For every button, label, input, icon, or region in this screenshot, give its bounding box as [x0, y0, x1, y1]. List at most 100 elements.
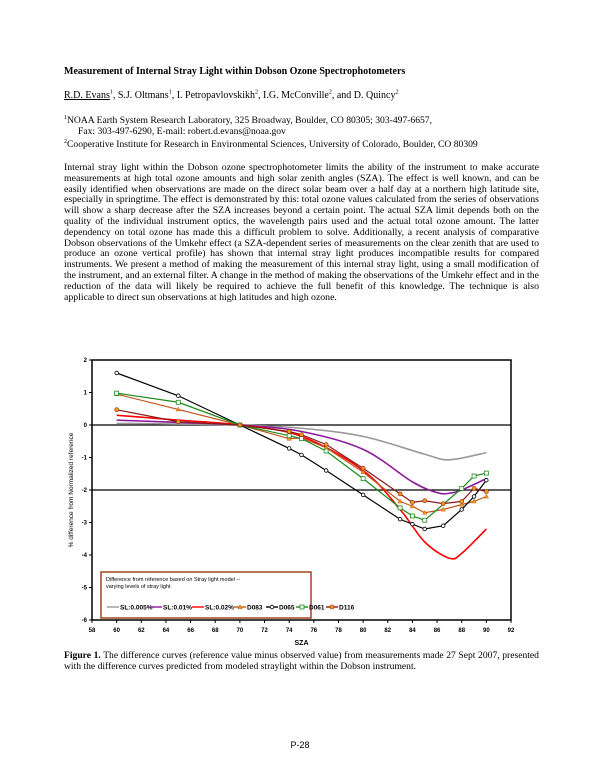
data-point-d083 [422, 509, 428, 515]
affiliation-1: 1NOAA Earth System Research Laboratory, … [64, 113, 478, 126]
x-tick-label: 82 [384, 628, 391, 634]
data-point-d116 [471, 486, 477, 491]
data-point-d116 [440, 501, 446, 506]
data-point-d116 [237, 422, 243, 428]
data-point-d065 [176, 393, 181, 398]
affiliation-sup: 2 [64, 139, 67, 146]
x-tick-label: 72 [261, 628, 268, 634]
data-point-d083 [409, 503, 416, 509]
data-point-d083 [286, 435, 292, 441]
y-tick-label: -5 [82, 586, 88, 592]
affiliation-2: 2Cooperative Institute for Research in E… [64, 137, 478, 150]
x-tick-label: 68 [212, 628, 219, 634]
x-tick-label: 78 [335, 628, 342, 634]
abstract-text: Internal stray light within the Dobson o… [64, 162, 539, 303]
legend-label-sl-0-01-: SL:0.01% [163, 605, 192, 612]
y-tick-label: 2 [84, 358, 88, 364]
x-axis-label: SZA [295, 640, 309, 647]
legend-label-d116: D116 [339, 605, 355, 612]
caption-text: The difference curves (reference value m… [64, 650, 539, 672]
series-line-sl-0-005- [116, 422, 487, 461]
legend-label-d061: D061 [309, 605, 325, 612]
affiliation-text: Cooperative Institute for Research in En… [67, 139, 478, 151]
data-point-d065 [459, 507, 464, 512]
author: I.G. McConville2, and [263, 90, 354, 102]
data-point-d116 [175, 419, 181, 425]
legend-title: Difference from reference based on Stray… [106, 577, 240, 583]
data-point-d061 [323, 448, 329, 454]
data-point-d061 [175, 399, 181, 405]
data-point-d065 [323, 468, 329, 473]
legend-marker-d083 [237, 604, 243, 609]
legend-marker-d061 [299, 604, 305, 610]
data-point-d061 [397, 505, 403, 511]
x-tick-label: 88 [458, 628, 465, 634]
author: S.J. Oltmans1, [117, 90, 177, 102]
data-point-d083 [397, 498, 403, 504]
x-tick-label: 86 [434, 628, 441, 634]
legend-title: varying levels of stray light [106, 584, 171, 590]
x-tick-label: 76 [310, 628, 317, 634]
data-point-d116 [299, 432, 304, 438]
data-point-d116 [323, 442, 329, 447]
y-tick-label: -4 [82, 553, 88, 559]
data-point-d061 [471, 473, 477, 479]
x-tick-label: 84 [409, 628, 416, 634]
legend-marker-d116 [329, 604, 335, 610]
data-point-d083 [471, 498, 477, 504]
author: R.D. Evans1, [64, 90, 118, 102]
data-point-d065 [484, 478, 489, 483]
data-point-d061 [410, 513, 415, 519]
data-point-d083 [440, 506, 446, 512]
data-point-d065 [410, 521, 415, 527]
y-tick-label: -2 [82, 488, 88, 494]
legend-label-sl-0-02-: SL:0.02% [205, 605, 234, 612]
legend-label-d083: D083 [247, 605, 263, 612]
data-point-d065 [397, 517, 403, 522]
data-point-d065 [422, 526, 427, 532]
data-point-d116 [484, 489, 489, 494]
x-tick-label: 74 [286, 628, 293, 634]
author: I. Petropavlovskikh2, [176, 90, 264, 102]
data-point-d083 [360, 469, 366, 474]
caption-label: Figure 1. [64, 650, 101, 661]
figure-caption: Figure 1. The difference curves (referen… [64, 650, 539, 672]
data-point-d083 [175, 406, 181, 412]
y-axis-label: % difference from Normalized reference [68, 432, 75, 547]
y-tick-label: 0 [84, 423, 88, 429]
data-point-d116 [397, 491, 403, 497]
x-tick-label: 58 [89, 628, 96, 634]
data-point-d065 [471, 494, 477, 499]
x-tick-label: 92 [508, 628, 515, 634]
data-point-d061 [360, 476, 366, 482]
data-point-d116 [422, 498, 428, 504]
affiliation-sup: 1 [64, 115, 67, 121]
paper-title: Measurement of Internal Stray Light with… [64, 66, 406, 77]
data-point-d061 [299, 436, 304, 442]
data-point-d116 [360, 465, 366, 471]
data-point-d116 [114, 407, 119, 413]
data-point-d116 [286, 429, 292, 434]
author: D. Quincy2 [353, 90, 399, 102]
data-point-d116 [410, 500, 415, 505]
figure-1-chart: 58 60 62 64 66 68 70 72 74 76 78 80 82 84 86 88 90 92 2 1 0 -… [68, 358, 515, 647]
data-point-d065 [286, 446, 292, 451]
x-tick-label: 62 [138, 628, 145, 634]
author-list: R.D. Evans1, S.J. Oltmans1, I. Petropavl… [64, 90, 398, 101]
x-tick-label: 64 [163, 628, 170, 634]
x-tick-label: 70 [237, 628, 244, 634]
x-tick-label: 66 [187, 628, 194, 634]
legend-label-sl-0-005-: SL:0.005% [120, 605, 153, 612]
affiliations: 1NOAA Earth System Research Laboratory, … [64, 113, 478, 150]
data-point-d065 [441, 523, 446, 528]
data-point-d116 [459, 499, 465, 504]
legend-marker-d065 [269, 604, 275, 610]
y-tick-label: -6 [82, 618, 88, 624]
data-point-d061 [459, 485, 465, 491]
data-point-d061 [483, 470, 489, 476]
affiliation-1-contact: Fax: 303-497-6290, E-mail: robert.d.evan… [78, 126, 286, 138]
data-point-d065 [360, 492, 366, 498]
y-tick-label: -3 [82, 521, 88, 527]
legend-box [100, 571, 312, 619]
data-point-d065 [299, 452, 304, 458]
